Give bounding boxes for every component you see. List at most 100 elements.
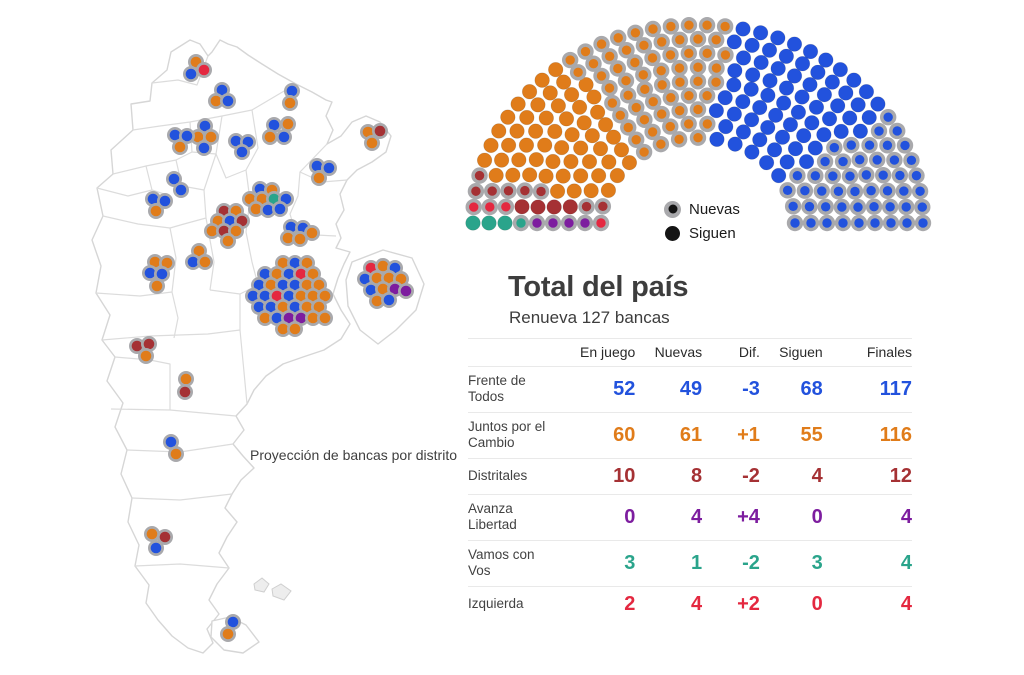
seat-dot-icon (400, 285, 412, 297)
seat-nueva-dot-icon (683, 119, 694, 129)
seat-sigue-dot-icon (562, 199, 578, 215)
seat-nueva-dot-icon (866, 185, 876, 196)
seat-nueva-dot-icon (623, 90, 633, 101)
seat-dot-icon (181, 130, 193, 142)
column-header-3: Siguen (779, 344, 823, 360)
seat-nueva-dot-icon (631, 135, 641, 145)
seat-nueva-dot-icon (792, 170, 803, 181)
table-row-fdt: Frente de Todos 52 49 -3 68 117 (468, 366, 912, 413)
seat-dot-icon (295, 268, 307, 280)
seat-dot-icon (253, 279, 265, 291)
seat-nueva-dot-icon (665, 50, 676, 60)
seat-dot-icon (362, 126, 374, 138)
district-la-rioja (166, 171, 189, 198)
seat-sigue-dot-icon (824, 74, 840, 90)
seat-nueva-dot-icon (623, 122, 633, 133)
seat-sigue-dot-icon (818, 52, 834, 68)
seat-sigue-dot-icon (726, 106, 742, 122)
seat-sigue-dot-icon (546, 199, 562, 215)
seat-dot-icon (242, 136, 254, 148)
seat-nueva-dot-icon (702, 119, 713, 129)
seat-nueva-dot-icon (474, 170, 485, 181)
seat-dot-icon (192, 131, 204, 143)
seat-nueva-dot-icon (885, 202, 895, 212)
seat-nueva-dot-icon (902, 218, 912, 228)
value-finales: 12 (822, 457, 912, 495)
seat-dot-icon (323, 162, 335, 174)
value-enjuego: 2 (564, 585, 636, 622)
seat-dot-icon (268, 119, 280, 131)
seat-dot-icon (256, 193, 268, 205)
seat-dot-icon (307, 268, 319, 280)
seat-sigue-dot-icon (548, 61, 564, 78)
seat-sigue-dot-icon (778, 80, 795, 96)
seat-nueva-dot-icon (829, 142, 840, 153)
seat-nueva-dot-icon (892, 126, 902, 136)
seat-nueva-dot-icon (598, 201, 608, 212)
party-label: Vamos con Vos (468, 539, 565, 587)
seat-sigue-dot-icon (483, 137, 499, 154)
seat-dot-icon (311, 160, 323, 172)
seat-nueva-dot-icon (790, 218, 800, 228)
seat-sigue-dot-icon (752, 25, 769, 41)
seat-nueva-dot-icon (720, 21, 730, 32)
seat-sigue-dot-icon (538, 110, 554, 126)
seat-sigue-dot-icon (832, 61, 848, 78)
seat-nueva-dot-icon (640, 84, 650, 94)
seat-nueva-dot-icon (911, 170, 922, 181)
seat-dot-icon (218, 205, 230, 217)
seat-dot-icon (301, 279, 313, 291)
seat-nueva-dot-icon (621, 45, 632, 55)
district-cordoba (204, 203, 250, 249)
seat-sigue-dot-icon (760, 87, 776, 104)
seat-dot-icon (222, 235, 234, 247)
seat-nueva-dot-icon (693, 132, 703, 143)
seat-sigue-dot-icon (563, 86, 580, 103)
seat-nueva-dot-icon (638, 70, 649, 80)
seat-dot-icon (365, 284, 377, 296)
seat-sigue-dot-icon (771, 167, 787, 184)
seat-dot-icon (199, 256, 211, 268)
seat-nueva-dot-icon (675, 77, 685, 87)
seat-sigue-dot-icon (528, 151, 544, 168)
seat-sigue-dot-icon (581, 153, 598, 170)
seat-sigue-dot-icon (605, 129, 622, 145)
seat-nueva-dot-icon (607, 98, 618, 108)
seat-nueva-dot-icon (883, 112, 893, 122)
district-catamarca (167, 127, 195, 155)
seat-sigue-dot-icon (549, 183, 566, 199)
seat-nueva-dot-icon (580, 218, 590, 228)
seat-dot-icon (156, 268, 168, 280)
seat-nueva-dot-icon (837, 202, 847, 212)
value-enjuego: 0 (564, 493, 636, 541)
district-mendoza (142, 254, 175, 294)
argentina-districts-map (91, 39, 425, 654)
seat-dot-icon (371, 295, 383, 307)
column-header-0: En juego (580, 344, 636, 360)
district-jujuy (183, 54, 212, 82)
seat-nueva-dot-icon (674, 63, 685, 73)
seat-dot-icon (236, 215, 248, 227)
seat-sigue-dot-icon (782, 117, 799, 133)
seat-nueva-dot-icon (639, 147, 649, 157)
seat-sigue-dot-icon (842, 110, 858, 126)
seat-dot-icon (199, 120, 211, 132)
seat-sigue-dot-icon (578, 77, 594, 93)
party-label: Distritales (468, 457, 565, 495)
seat-sigue-dot-icon (527, 123, 544, 139)
seat-sigue-dot-icon (518, 137, 535, 153)
seat-dot-icon (301, 257, 313, 269)
seat-sigue-dot-icon (807, 140, 823, 156)
seat-dot-icon (282, 118, 294, 130)
seat-sigue-dot-icon (770, 30, 786, 46)
seat-sigue-dot-icon (790, 104, 807, 120)
seat-nueva-dot-icon (702, 20, 712, 30)
seat-sigue-dot-icon (537, 137, 553, 153)
seat-dot-icon (389, 283, 401, 295)
page-subtitle: Renueva 127 bancas (509, 308, 670, 327)
seat-nueva-dot-icon (656, 139, 666, 149)
seat-nueva-dot-icon (536, 186, 546, 197)
seat-dot-icon (313, 172, 325, 184)
seat-sigue-dot-icon (511, 152, 527, 168)
